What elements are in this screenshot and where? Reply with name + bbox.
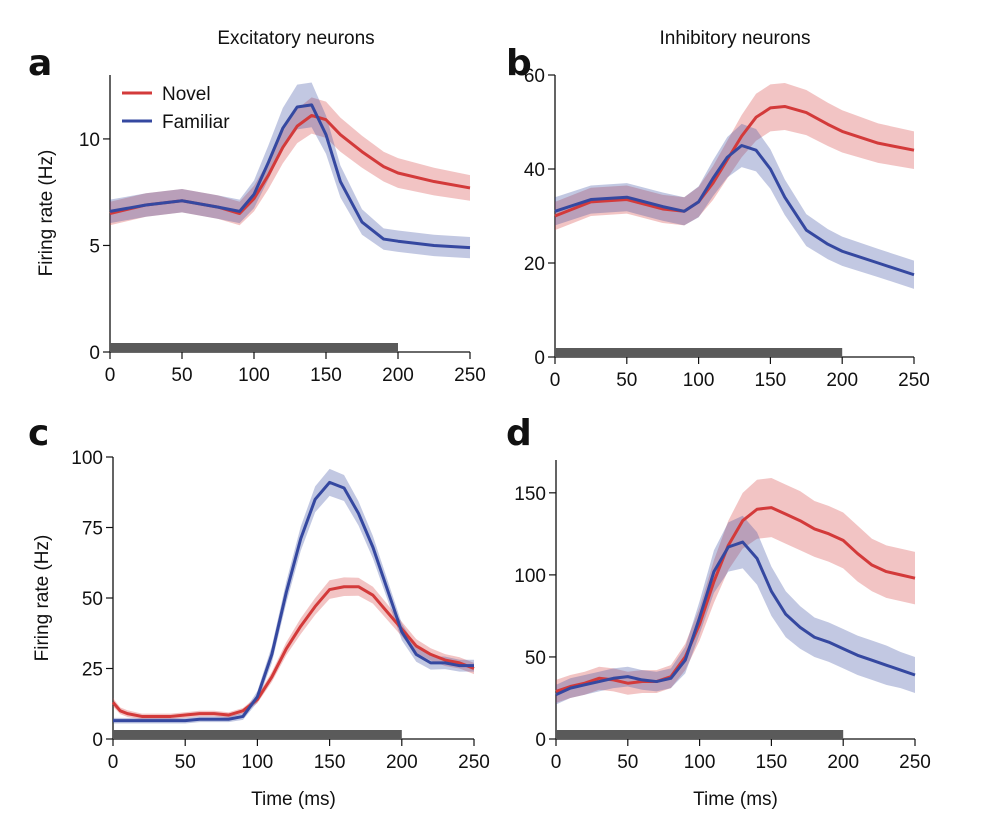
stimulus-bar (556, 730, 844, 739)
x-tick-label: 100 (683, 370, 715, 391)
x-tick-label: 50 (617, 752, 638, 773)
y-tick-label: 0 (89, 343, 100, 364)
series-line-familiar (555, 540, 916, 697)
error-band-familiar (555, 123, 914, 289)
legend: Novel Familiar (122, 84, 230, 133)
error-band-novel (555, 82, 914, 231)
y-tick-label: 150 (514, 484, 546, 505)
y-tick-label: 20 (524, 254, 545, 275)
x-tick-label: 150 (756, 752, 788, 773)
x-tick-label: 0 (550, 370, 561, 391)
stimulus-bar (113, 730, 402, 739)
x-tick-label: 0 (551, 752, 562, 773)
x-axis-title: Time (ms) (251, 789, 336, 810)
y-tick-label: 40 (524, 160, 545, 181)
series-line-familiar (113, 480, 474, 723)
error-band-novel (110, 97, 470, 226)
column-title-inhibitory: Inhibitory neurons (659, 28, 810, 49)
panel-letter-b: b (506, 43, 532, 84)
panel-c: 0 25 50 75 100 0 50 100 150 200 250 Firing rate (Hz… (32, 448, 490, 810)
x-tick-label: 150 (310, 365, 342, 386)
y-tick-label: 25 (82, 660, 103, 681)
x-axis-title: Time (ms) (693, 789, 778, 810)
y-tick-label: 0 (535, 730, 546, 751)
series-line-familiar (109, 103, 471, 250)
x-tick-label: 250 (454, 365, 486, 386)
x-tick-label: 250 (898, 370, 930, 391)
error-band-familiar (110, 82, 470, 259)
error-band-familiar (556, 515, 915, 705)
series-line-novel (555, 506, 916, 693)
y-tick-label: 5 (89, 236, 100, 257)
x-tick-label: 200 (386, 752, 418, 773)
x-tick-label: 200 (826, 370, 858, 391)
panel-letter-c: c (28, 413, 49, 454)
y-tick-label: 10 (79, 130, 100, 151)
y-tick-label: 60 (524, 66, 545, 87)
x-tick-label: 200 (382, 365, 414, 386)
x-tick-label: 250 (899, 752, 931, 773)
stimulus-bar (110, 343, 398, 352)
x-tick-label: 100 (238, 365, 270, 386)
panel-b: 0 20 40 60 0 50 100 150 200 250 (524, 66, 930, 391)
series-line-novel (554, 104, 915, 218)
stimulus-bar (555, 348, 843, 357)
y-tick-label: 0 (92, 730, 103, 751)
y-tick-label: 0 (534, 348, 545, 369)
y-axis-title: Firing rate (Hz) (32, 535, 53, 662)
x-tick-label: 100 (684, 752, 716, 773)
series-line-novel (111, 585, 475, 718)
x-tick-label: 50 (175, 752, 196, 773)
x-tick-label: 150 (314, 752, 346, 773)
x-tick-label: 0 (105, 365, 116, 386)
legend-novel-label: Novel (162, 84, 211, 105)
y-tick-label: 50 (82, 589, 103, 610)
x-tick-label: 50 (171, 365, 192, 386)
error-band-familiar (113, 468, 474, 724)
error-band-novel (113, 577, 474, 720)
series-line-familiar (554, 144, 915, 277)
x-tick-label: 150 (755, 370, 787, 391)
y-tick-label: 75 (82, 519, 103, 540)
x-tick-label: 50 (616, 370, 637, 391)
error-band-novel (556, 478, 915, 703)
x-tick-label: 100 (242, 752, 274, 773)
panel-letter-a: a (28, 43, 52, 84)
y-tick-label: 50 (525, 648, 546, 669)
y-tick-label: 100 (71, 448, 103, 469)
legend-familiar-label: Familiar (162, 112, 230, 133)
x-tick-label: 200 (827, 752, 859, 773)
y-axis-title: Firing rate (Hz) (36, 150, 57, 277)
column-title-excitatory: Excitatory neurons (217, 28, 374, 49)
x-tick-label: 250 (458, 752, 490, 773)
panel-letter-d: d (506, 413, 532, 454)
y-tick-label: 100 (514, 566, 546, 587)
x-tick-label: 0 (108, 752, 119, 773)
panel-d: 0 50 100 150 0 50 100 150 200 250 Time (ms) (514, 460, 931, 810)
